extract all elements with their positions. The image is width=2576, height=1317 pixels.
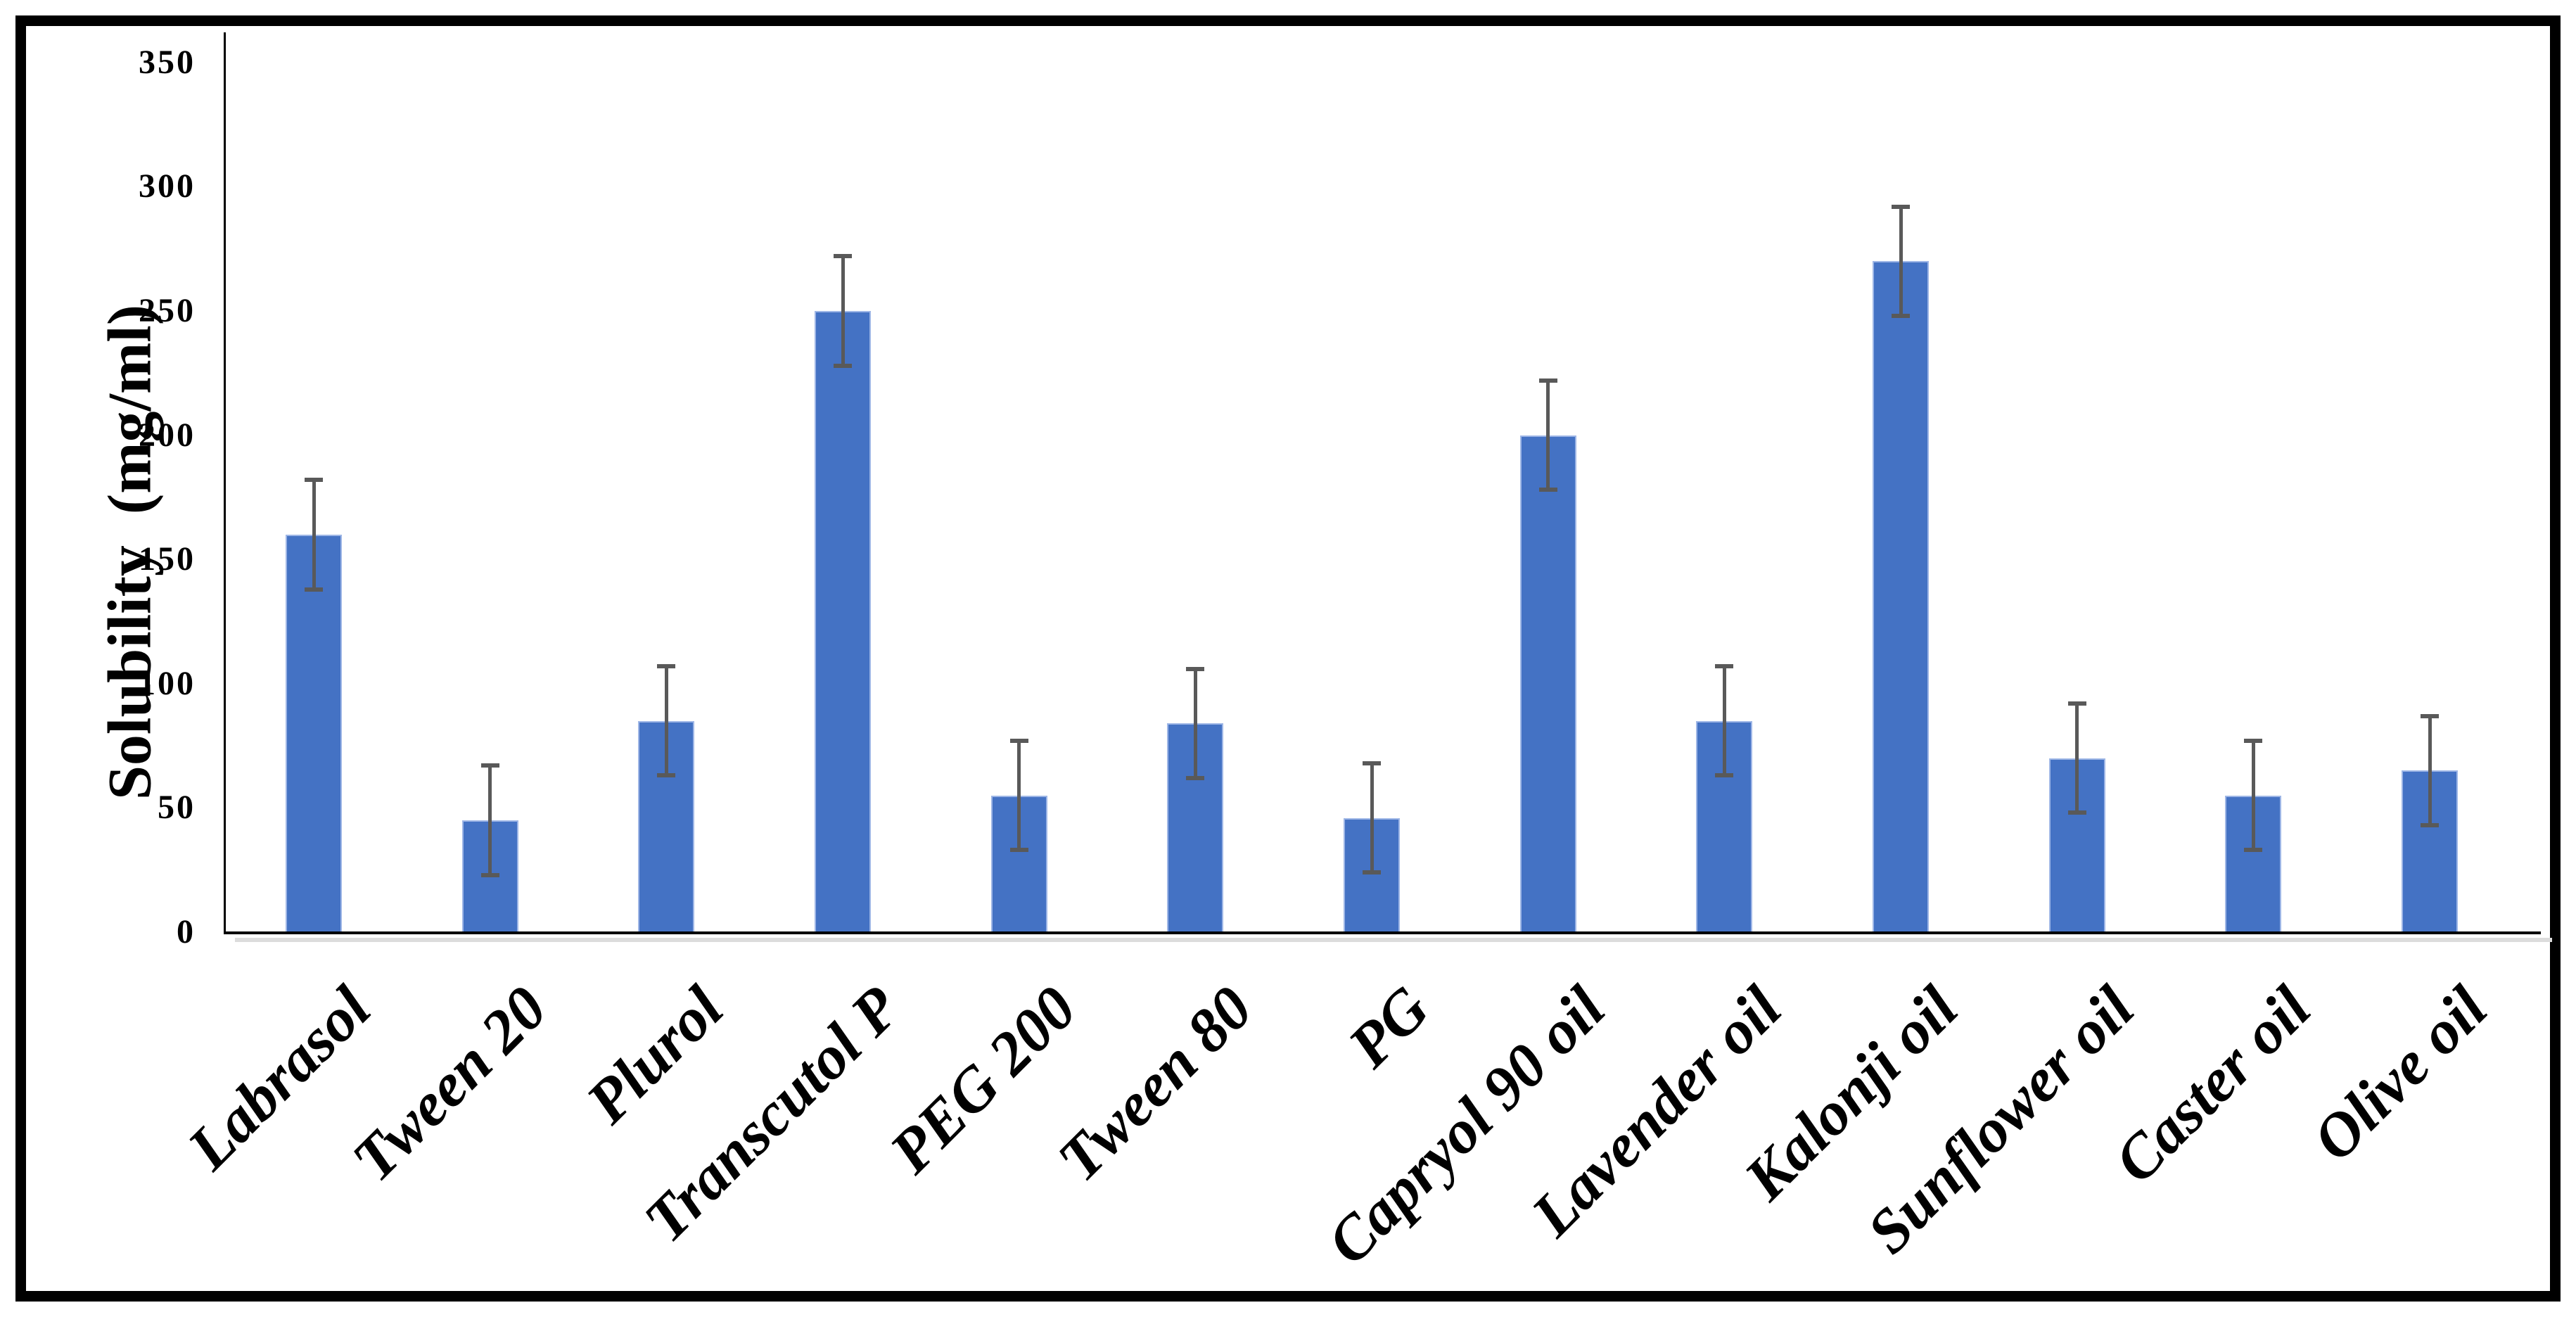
error-bar-line-transcutol-p (841, 256, 845, 366)
y-tick-label-350: 350 (139, 43, 196, 81)
bar-transcutol-p (815, 311, 871, 932)
x-axis-line (224, 931, 2541, 934)
error-bar-bottom-cap-caster-oil (2244, 848, 2263, 853)
error-bar-top-cap-labrasol (305, 478, 323, 483)
y-tick-label-300: 300 (139, 167, 196, 205)
x-axis-shadow-line (235, 938, 2552, 942)
error-bar-bottom-cap-sunflower-oil (2067, 810, 2086, 815)
y-tick-label-0: 0 (177, 913, 196, 950)
error-bar-bottom-cap-tween-20 (480, 872, 499, 877)
error-bar-top-cap-capryol-90-oil (1538, 378, 1557, 383)
y-tick-label-150: 150 (139, 540, 196, 578)
error-bar-line-pg (1370, 763, 1374, 873)
error-bar-bottom-cap-pg (1363, 870, 1382, 875)
error-bar-top-cap-tween-80 (1186, 666, 1205, 671)
error-bar-line-kalonji-oil (1899, 206, 1903, 317)
y-tick-label-200: 200 (139, 416, 196, 454)
x-label-caster-oil: Caster oil (2101, 974, 2324, 1197)
error-bar-line-plurol (664, 666, 668, 776)
error-bar-bottom-cap-plurol (657, 773, 676, 778)
error-bar-top-cap-tween-20 (480, 763, 499, 768)
x-label-plurol: Plurol (574, 974, 737, 1137)
x-label-tween-80: Tween 80 (1045, 974, 1266, 1195)
error-bar-top-cap-caster-oil (2244, 739, 2263, 744)
error-bar-top-cap-lavender-oil (1715, 664, 1734, 669)
error-bar-top-cap-kalonji-oil (1892, 204, 1911, 209)
error-bar-line-capryol-90-oil (1546, 380, 1550, 490)
error-bar-bottom-cap-transcutol-p (834, 363, 852, 368)
error-bar-bottom-cap-peg-200 (1009, 848, 1028, 853)
y-axis-line (224, 32, 226, 934)
error-bar-line-olive-oil (2428, 715, 2432, 826)
error-bar-line-sunflower-oil (2075, 704, 2079, 813)
error-bar-line-peg-200 (1017, 741, 1021, 851)
error-bar-top-cap-transcutol-p (834, 254, 852, 259)
error-bar-top-cap-pg (1363, 761, 1382, 765)
error-bar-top-cap-sunflower-oil (2067, 701, 2086, 706)
error-bar-bottom-cap-kalonji-oil (1892, 314, 1911, 319)
error-bar-line-labrasol (312, 480, 316, 590)
x-label-tween-20: Tween 20 (340, 974, 561, 1195)
error-bar-top-cap-peg-200 (1009, 739, 1028, 744)
error-bar-bottom-cap-labrasol (305, 587, 323, 592)
error-bar-bottom-cap-olive-oil (2421, 823, 2440, 828)
error-bar-line-lavender-oil (1722, 666, 1726, 776)
x-label-olive-oil: Olive oil (2300, 974, 2501, 1175)
error-bar-line-tween-80 (1193, 668, 1197, 778)
y-tick-label-50: 50 (158, 789, 196, 827)
error-bar-line-caster-oil (2251, 741, 2255, 851)
error-bar-bottom-cap-capryol-90-oil (1538, 488, 1557, 492)
bar-labrasol (286, 534, 342, 932)
error-bar-bottom-cap-tween-80 (1186, 776, 1205, 781)
x-label-pg: PG (1335, 974, 1443, 1081)
error-bar-top-cap-plurol (657, 664, 676, 669)
error-bar-top-cap-olive-oil (2421, 713, 2440, 718)
y-tick-label-250: 250 (139, 292, 196, 329)
y-tick-label-100: 100 (139, 664, 196, 702)
error-bar-bottom-cap-lavender-oil (1715, 773, 1734, 778)
error-bar-line-tween-20 (488, 765, 492, 875)
bar-caster-oil (2225, 795, 2282, 932)
bar-kalonji-oil (1873, 261, 1930, 932)
bar-capryol-90-oil (1519, 435, 1576, 932)
